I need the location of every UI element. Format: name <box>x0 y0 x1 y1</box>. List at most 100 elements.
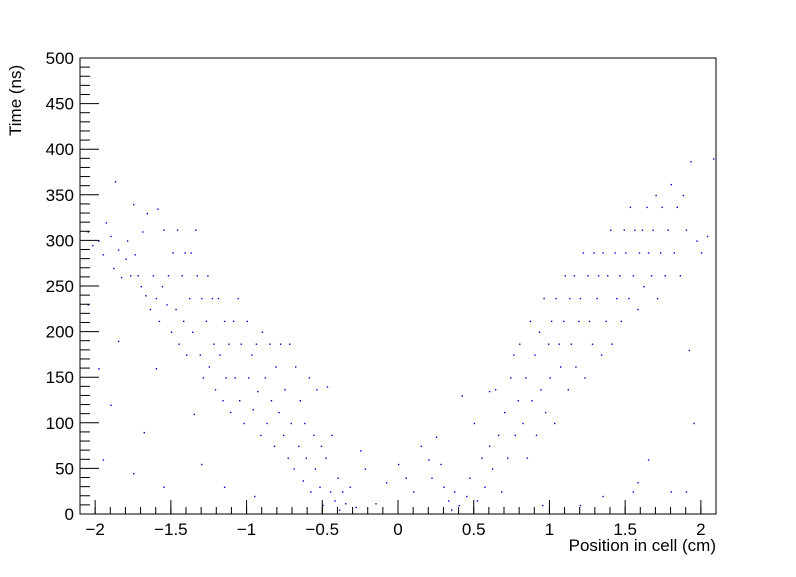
data-point <box>299 400 301 402</box>
data-point <box>634 229 636 231</box>
data-point <box>525 377 527 379</box>
data-point <box>282 434 285 437</box>
data-point <box>597 275 600 277</box>
data-point <box>334 500 336 502</box>
data-point <box>184 252 186 254</box>
data-point <box>186 354 188 356</box>
data-point <box>105 222 108 224</box>
data-point <box>329 491 332 493</box>
data-point <box>183 320 185 323</box>
data-point <box>667 229 669 231</box>
data-point <box>190 252 192 254</box>
data-point <box>573 275 576 277</box>
data-point <box>313 434 315 437</box>
data-point <box>145 295 147 297</box>
data-point <box>607 275 609 277</box>
data-point <box>331 434 333 437</box>
data-point <box>146 213 148 215</box>
data-point <box>646 206 648 209</box>
data-point <box>319 486 321 488</box>
data-point <box>375 503 377 505</box>
data-point <box>637 482 639 484</box>
data-point <box>605 320 607 323</box>
data-point <box>120 276 123 279</box>
x-tick-label: −1 <box>237 520 256 539</box>
data-point <box>461 395 463 397</box>
data-point <box>685 491 688 493</box>
data-point <box>575 366 577 368</box>
data-point <box>619 275 621 277</box>
data-point <box>157 208 159 210</box>
data-point <box>579 297 582 300</box>
data-point <box>713 158 715 160</box>
data-point <box>673 252 675 254</box>
data-point <box>584 377 586 379</box>
data-point <box>602 495 604 498</box>
data-point <box>448 500 450 502</box>
data-point <box>529 320 532 323</box>
data-point <box>494 389 497 391</box>
data-point <box>655 194 657 197</box>
data-point <box>656 297 659 300</box>
data-point <box>519 343 521 345</box>
data-point <box>497 434 500 437</box>
data-point <box>287 457 289 459</box>
data-point <box>693 422 695 425</box>
data-point <box>517 400 519 402</box>
data-point <box>661 206 663 209</box>
data-point <box>110 404 112 406</box>
data-point <box>458 504 460 507</box>
data-point <box>196 275 198 277</box>
data-point <box>92 245 94 247</box>
data-point <box>451 509 453 511</box>
data-point <box>117 340 120 343</box>
x-tick-label: −2 <box>85 520 104 539</box>
data-point <box>302 480 304 482</box>
data-point <box>130 275 132 277</box>
y-tick-label: 350 <box>46 186 74 205</box>
data-point <box>355 506 357 509</box>
data-point <box>501 491 503 493</box>
data-point <box>338 509 341 511</box>
plot-frame <box>79 57 717 515</box>
data-point <box>398 463 400 466</box>
data-point <box>237 297 239 300</box>
x-tick-label: 1 <box>545 520 554 539</box>
data-point <box>207 275 209 277</box>
data-point <box>504 411 506 414</box>
data-point <box>170 331 173 333</box>
data-point <box>554 422 556 425</box>
data-point <box>650 275 653 277</box>
data-point <box>679 275 682 277</box>
data-point <box>637 308 639 311</box>
data-point <box>570 343 572 345</box>
data-point <box>510 377 512 379</box>
y-tick-label: 250 <box>46 277 74 296</box>
data-point <box>192 331 194 333</box>
data-point <box>531 400 533 402</box>
data-point <box>641 229 644 231</box>
data-point <box>628 297 630 300</box>
data-point <box>155 297 158 300</box>
data-point <box>476 500 479 502</box>
data-point <box>211 297 214 300</box>
data-point <box>587 275 589 277</box>
y-tick-label: 150 <box>46 368 74 387</box>
data-point <box>647 459 650 461</box>
data-point <box>251 354 253 356</box>
x-tick-label: 1.5 <box>613 520 637 539</box>
data-point <box>507 457 509 459</box>
data-point <box>625 252 627 254</box>
data-point <box>466 495 468 498</box>
data-point <box>454 491 456 493</box>
data-point <box>326 386 329 388</box>
data-point <box>342 491 344 493</box>
data-point <box>638 252 641 254</box>
data-point <box>133 473 135 475</box>
data-point <box>189 297 191 300</box>
data-point <box>219 354 221 356</box>
data-point <box>261 331 264 333</box>
data-point <box>488 390 491 393</box>
data-point <box>205 320 208 323</box>
